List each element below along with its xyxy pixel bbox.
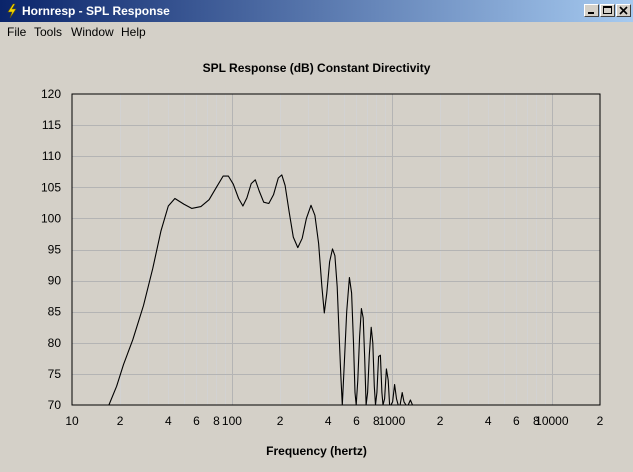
x-tick-label: 2 — [437, 414, 444, 428]
series-group — [108, 174, 420, 406]
y-tick-label: 85 — [48, 305, 62, 319]
maximize-button[interactable] — [600, 4, 615, 17]
y-tick-label: 115 — [42, 118, 61, 132]
x-tick-label: 2 — [277, 414, 284, 428]
chart-title: SPL Response (dB) Constant Directivity — [202, 61, 431, 75]
x-tick-label: 2 — [117, 414, 124, 428]
x-tick-label: 10000 — [535, 414, 569, 428]
x-tick-label: 4 — [325, 414, 332, 428]
app-icon — [7, 3, 17, 19]
close-icon — [619, 6, 628, 15]
y-tick-label: 110 — [42, 149, 61, 163]
x-tick-label: 10 — [65, 414, 79, 428]
y-tick-label: 95 — [48, 243, 62, 257]
y-axis-ticks: 120 115 110 105 100 95 90 85 80 75 70 — [41, 87, 61, 412]
window-title: Hornresp - SPL Response — [22, 4, 170, 18]
y-tick-label: 90 — [48, 274, 62, 288]
x-tick-label: 8 — [213, 414, 220, 428]
menu-tools[interactable]: Tools — [34, 25, 63, 39]
plot-frame — [71, 93, 601, 406]
menu-file[interactable]: File — [7, 25, 27, 39]
minimize-icon — [588, 12, 594, 14]
y-tick-label: 70 — [48, 398, 62, 412]
menu-window[interactable]: Window — [71, 25, 114, 39]
close-button[interactable] — [616, 4, 631, 17]
y-tick-label: 105 — [41, 180, 61, 194]
title-bar: Hornresp - SPL Response — [0, 0, 633, 22]
x-tick-label: 8 — [533, 414, 540, 428]
x-tick-label: 6 — [353, 414, 360, 428]
x-tick-label: 2 — [597, 414, 604, 428]
y-tick-label: 120 — [41, 87, 61, 101]
maximize-icon — [603, 6, 612, 14]
menu-bar: File Tools Window Help — [0, 22, 633, 42]
x-tick-label: 8 — [373, 414, 380, 428]
x-tick-label: 4 — [165, 414, 172, 428]
x-tick-label: 4 — [485, 414, 492, 428]
x-tick-label: 6 — [193, 414, 200, 428]
minimize-button[interactable] — [584, 4, 599, 17]
grid — [72, 94, 600, 405]
x-tick-label: 6 — [513, 414, 520, 428]
menu-help[interactable]: Help — [121, 25, 146, 39]
x-tick-label: 1000 — [379, 414, 406, 428]
spl-response-curve — [108, 174, 420, 406]
x-tick-label: 100 — [222, 414, 242, 428]
y-tick-label: 75 — [48, 367, 62, 381]
y-tick-label: 80 — [48, 336, 62, 350]
y-tick-label: 100 — [41, 211, 61, 225]
x-axis-label: Frequency (hertz) — [266, 444, 367, 458]
